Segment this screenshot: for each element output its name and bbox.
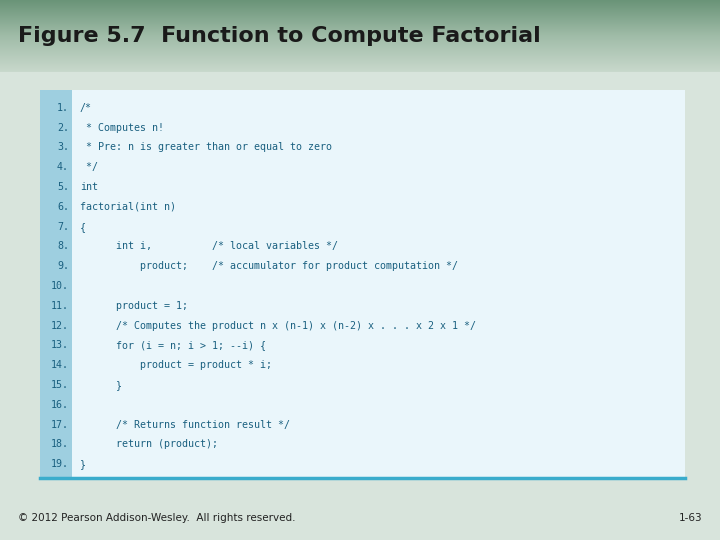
Text: Figure 5.7  Function to Compute Factorial: Figure 5.7 Function to Compute Factorial [18,26,541,46]
Text: {: { [80,221,86,232]
Text: 4.: 4. [57,162,69,172]
Text: product = 1;: product = 1; [80,301,188,311]
Text: 10.: 10. [51,281,69,291]
Text: /* Computes the product n x (n-1) x (n-2) x . . . x 2 x 1 */: /* Computes the product n x (n-1) x (n-2… [80,321,476,330]
Text: */: */ [80,162,98,172]
Text: /* Returns function result */: /* Returns function result */ [80,420,290,429]
Text: product;    /* accumulator for product computation */: product; /* accumulator for product comp… [80,261,458,271]
Text: 3.: 3. [57,143,69,152]
Text: 6.: 6. [57,202,69,212]
Text: return (product);: return (product); [80,440,218,449]
Text: }: } [80,459,86,469]
Text: 15.: 15. [51,380,69,390]
Text: © 2012 Pearson Addison-Wesley.  All rights reserved.: © 2012 Pearson Addison-Wesley. All right… [18,513,295,523]
Bar [40,90,685,478]
Text: 14.: 14. [51,360,69,370]
Bar [40,90,72,478]
Text: int: int [80,182,98,192]
Text: 7.: 7. [57,221,69,232]
Text: /*: /* [80,103,92,113]
Text: 1.: 1. [57,103,69,113]
Text: 16.: 16. [51,400,69,410]
Text: 8.: 8. [57,241,69,252]
Text: 19.: 19. [51,459,69,469]
Text: }: } [80,380,122,390]
Text: 12.: 12. [51,321,69,330]
Text: 2.: 2. [57,123,69,133]
Text: int i,          /* local variables */: int i, /* local variables */ [80,241,338,252]
Text: * Pre: n is greater than or equal to zero: * Pre: n is greater than or equal to zer… [80,143,332,152]
Text: 13.: 13. [51,340,69,350]
Text: for (i = n; i > 1; --i) {: for (i = n; i > 1; --i) { [80,340,266,350]
Text: 17.: 17. [51,420,69,429]
Text: 1-63: 1-63 [678,513,702,523]
Text: 9.: 9. [57,261,69,271]
Bar [0,72,720,90]
Text: product = product * i;: product = product * i; [80,360,272,370]
Text: * Computes n!: * Computes n! [80,123,164,133]
Text: 11.: 11. [51,301,69,311]
Text: 18.: 18. [51,440,69,449]
Text: factorial(int n): factorial(int n) [80,202,176,212]
Text: 5.: 5. [57,182,69,192]
